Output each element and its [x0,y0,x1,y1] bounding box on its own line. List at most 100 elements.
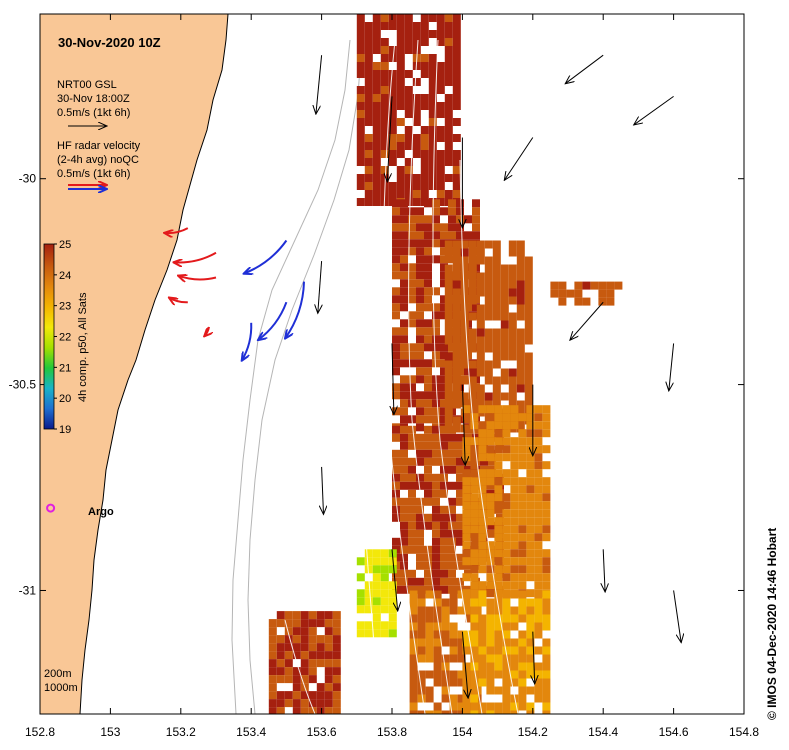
sst-cell [500,352,509,361]
sst-cell [400,521,408,530]
sst-cell [444,392,453,401]
sst-cell [412,94,421,102]
sst-cell [417,654,426,663]
sst-cell [542,581,551,590]
sst-cell [356,158,365,166]
sst-cell [452,86,461,94]
sst-cell [372,22,381,30]
sst-cell [388,150,397,158]
sst-cell [518,678,527,687]
sst-cell [380,94,389,102]
radar-vector-arrow [178,276,217,280]
sst-cell [476,368,485,377]
sst-cell [478,646,487,655]
sst-cell [428,54,437,62]
sst-cell [332,683,341,692]
sst-cell [416,529,424,538]
sst-cell [364,190,373,198]
sst-cell [494,573,503,582]
sst-cell [542,678,551,687]
argo-label: Argo [88,506,114,518]
sst-cell [428,118,437,126]
sst-cell [436,22,445,30]
sst-cell [476,248,485,257]
sst-cell [606,289,615,298]
model-vector-arrow [387,96,393,182]
sst-cell [396,86,405,94]
sst-cell [380,581,389,590]
sst-cell [276,667,285,676]
sst-cell [468,240,477,249]
sst-cell [372,605,381,614]
sst-cell [400,271,408,280]
sst-cell [462,549,471,558]
sst-cell [524,256,533,265]
sst-cell [408,457,416,466]
sst-cell [380,166,389,174]
sst-cell [417,606,426,615]
sst-cell [468,272,477,281]
sst-cell [462,590,471,599]
sst-cell [508,368,517,377]
model-vector-arrow [316,55,323,114]
sst-cell [542,646,551,655]
sst-cell [494,413,503,422]
sst-cell [388,46,397,54]
sst-cell [436,174,445,182]
sst-cell [425,590,434,599]
sst-cell [526,509,535,518]
sst-cell [468,376,477,385]
sst-cell [284,699,293,708]
sst-cell [542,670,551,679]
sst-cell [452,174,461,182]
x-tick-label: 153.2 [166,725,196,739]
sst-cell [484,288,493,297]
sst-cell [590,281,599,290]
sst-cell [424,343,432,352]
sst-cell [518,614,527,623]
x-tick-label: 154.4 [588,725,618,739]
sst-cell [444,336,453,345]
sst-cell [416,537,424,546]
sst-cell [468,360,477,369]
sst-cell [432,569,440,578]
sst-cell [518,702,527,711]
sst-cell [440,577,448,586]
sst-cell [476,288,485,297]
sst-cell [516,304,525,313]
sst-cell [470,581,479,590]
sst-cell [492,328,501,337]
sst-cell [416,407,424,416]
sst-cell [526,541,535,550]
sst-cell [392,537,400,546]
sst-cell [400,465,408,474]
sst-cell [356,38,365,46]
sst-cell [470,606,479,615]
colorbar-tick-label: 23 [59,301,71,313]
sst-cell [449,598,458,607]
sst-cell [440,433,448,442]
sst-cell [380,565,389,574]
sst-cell [484,328,493,337]
sst-cell [388,613,397,622]
sst-cell [598,281,607,290]
sst-cell [408,441,416,450]
sst-cell [444,264,453,273]
sst-cell [542,533,551,542]
sst-cell [472,303,480,312]
sst-cell [372,150,381,158]
sst-cell [409,646,418,655]
sst-cell [457,702,466,711]
sst-cell [534,477,543,486]
sst-cell [440,303,448,312]
sst-cell [400,303,408,312]
sst-cell [276,619,285,628]
sst-cell [332,659,341,668]
sst-cell [356,54,365,62]
sst-cell [534,590,543,599]
sst-cell [444,416,453,425]
sst-cell [582,297,591,306]
sst-cell [510,565,519,574]
sst-cell [526,405,535,414]
sst-cell [332,643,341,652]
